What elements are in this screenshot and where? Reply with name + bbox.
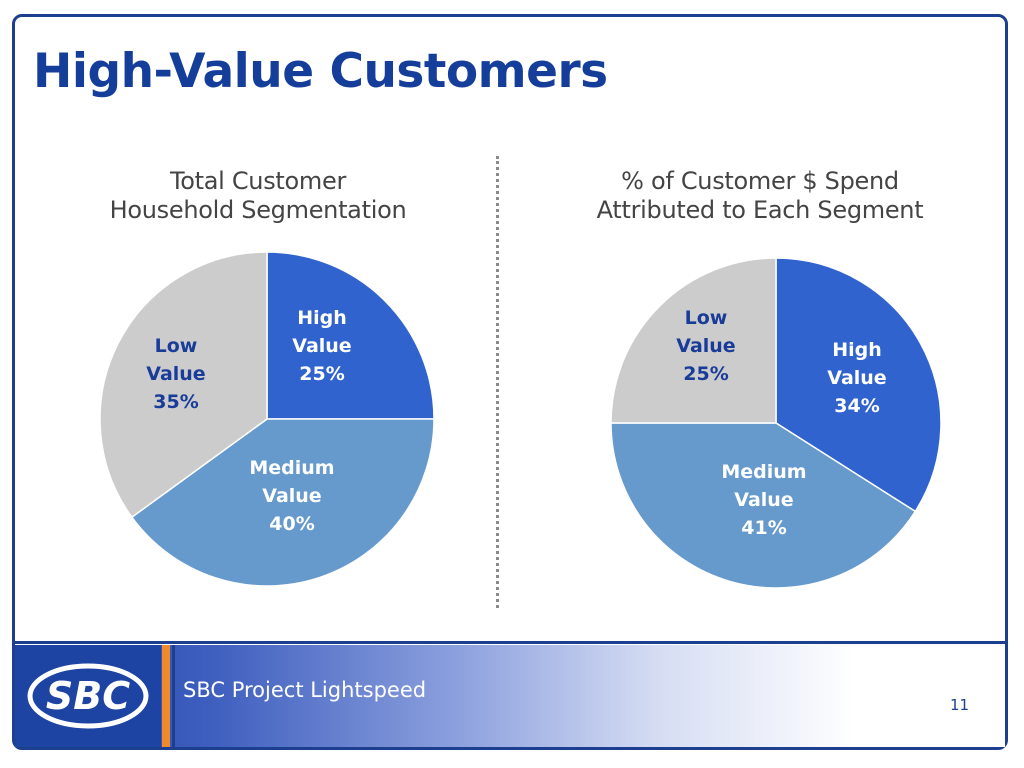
footer-rule (15, 641, 1005, 644)
pie-2-label-medium-line-3: 41% (741, 517, 786, 539)
pie-2-label-high-line-2: Value (827, 367, 886, 389)
pie-2-label-low-line-2: Value (676, 335, 735, 357)
slide-title: High-Value Customers (33, 44, 608, 99)
pie-1-label-high-line-2: Value (292, 335, 351, 357)
pie-1-label-high-line-3: 25% (299, 363, 344, 385)
pie-1-slice-medium (130, 418, 435, 587)
chart-1-heading-line-1: Total Customer (169, 167, 347, 195)
chart-2-heading: % of Customer $ Spend Attributed to Each… (540, 167, 980, 225)
pie-1-label-high: High Value 25% (292, 307, 351, 385)
pie-1-label-medium-line-3: 40% (269, 513, 314, 535)
pie-1-label-high-line-1: High (297, 307, 347, 329)
pie-chart-household-segmentation: High Value 25% Medium Value 40% Low Value 35% (99, 251, 435, 587)
pie-1-label-low: Low Value 35% (146, 335, 205, 413)
pie-2-label-high: High Value 34% (827, 339, 886, 417)
pie-1-slice-low (99, 251, 268, 519)
pie-2-label-low: Low Value 25% (676, 307, 735, 385)
pie-1-slice-high (266, 251, 435, 420)
chart-1-heading-line-2: Household Segmentation (109, 196, 407, 224)
pie-2-slice-high (775, 257, 942, 513)
pie-2-slice-medium (610, 422, 917, 589)
footer-band: SBC (15, 645, 1005, 747)
footer-divider-stripe (172, 645, 175, 747)
sbc-logo-icon: SBC (27, 663, 149, 729)
pie-1-label-medium: Medium Value 40% (249, 457, 334, 535)
sbc-logo: SBC (15, 645, 161, 747)
pie-1-label-low-line-3: 35% (153, 391, 198, 413)
pie-1-label-medium-line-2: Value (262, 485, 321, 507)
page-number: 11 (950, 696, 970, 714)
chart-1-heading: Total Customer Household Segmentation (38, 167, 478, 225)
pie-1-label-low-line-2: Value (146, 363, 205, 385)
pie-chart-spend-attribution: High Value 34% Medium Value 41% Low Value 25% (610, 257, 942, 589)
footer-project-name: SBC Project Lightspeed (183, 678, 427, 702)
pie-2-label-low-line-1: Low (685, 307, 728, 329)
pie-1-label-medium-line-1: Medium (249, 457, 334, 479)
chart-divider (496, 156, 499, 608)
chart-2-heading-line-1: % of Customer $ Spend (621, 167, 899, 195)
logo-text: SBC (46, 674, 130, 718)
pie-2-slice-low (610, 257, 777, 424)
pie-1-label-low-line-1: Low (155, 335, 198, 357)
pie-2-label-low-line-3: 25% (683, 363, 728, 385)
pie-2-label-high-line-1: High (832, 339, 882, 361)
pie-2-label-medium-line-2: Value (734, 489, 793, 511)
footer-accent-stripe (162, 645, 170, 747)
pie-2-label-medium-line-1: Medium (721, 461, 806, 483)
pie-2-label-high-line-3: 34% (834, 395, 879, 417)
pie-2-label-medium: Medium Value 41% (721, 461, 806, 539)
chart-2-heading-line-2: Attributed to Each Segment (596, 196, 924, 224)
